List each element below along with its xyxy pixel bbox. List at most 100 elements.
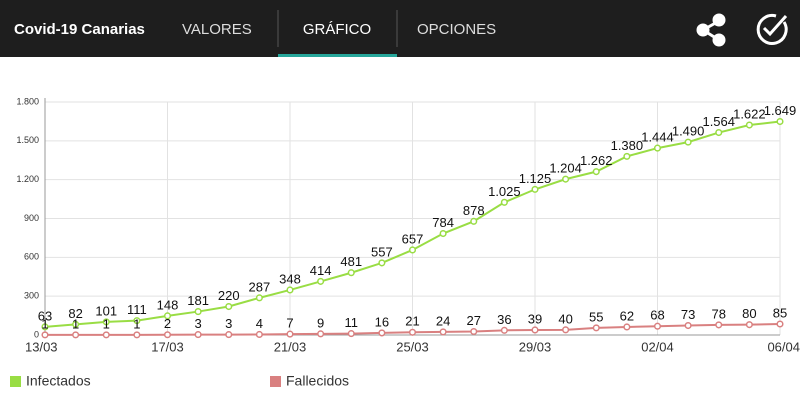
data-point xyxy=(623,152,631,160)
app-title: Covid-19 Canarias xyxy=(14,21,145,38)
tab[interactable]: OPCIONES xyxy=(417,21,496,38)
data-label: 40 xyxy=(558,311,572,326)
legend-label: Infectados xyxy=(26,373,91,389)
data-label: 1.204 xyxy=(549,161,582,176)
data-point xyxy=(225,331,233,339)
data-point xyxy=(562,175,570,183)
data-label: 3 xyxy=(225,316,232,331)
data-point xyxy=(72,331,80,339)
data-label: 1 xyxy=(72,316,79,331)
x-tick-label: 25/03 xyxy=(396,339,429,354)
data-label: 348 xyxy=(279,271,301,286)
data-label: 878 xyxy=(463,203,485,218)
data-point xyxy=(317,277,325,285)
data-label: 4 xyxy=(256,316,263,331)
data-point xyxy=(531,185,539,193)
legend-swatch xyxy=(10,376,21,387)
data-point xyxy=(163,312,172,320)
data-point xyxy=(592,324,600,332)
data-label: 557 xyxy=(371,244,393,259)
data-point xyxy=(745,121,753,129)
x-tick-label: 06/04 xyxy=(767,339,800,354)
data-point xyxy=(102,331,110,339)
y-tick-label: 300 xyxy=(24,291,39,301)
y-tick-label: 900 xyxy=(24,213,39,223)
data-point xyxy=(347,330,355,338)
y-tick-label: 1.500 xyxy=(16,135,39,145)
data-label: 414 xyxy=(310,263,332,278)
data-point xyxy=(653,322,662,330)
data-point xyxy=(715,128,723,137)
data-label: 78 xyxy=(712,306,726,321)
data-point xyxy=(439,328,447,336)
data-label: 1 xyxy=(133,316,140,331)
data-label: 181 xyxy=(187,293,209,308)
data-label: 85 xyxy=(773,305,787,320)
legend-label: Fallecidos xyxy=(286,373,349,389)
data-label: 9 xyxy=(317,315,324,330)
data-point xyxy=(317,330,325,338)
data-point xyxy=(255,330,263,339)
x-tick-label: 21/03 xyxy=(274,339,307,354)
data-point xyxy=(684,138,692,146)
data-point xyxy=(776,117,784,126)
data-point xyxy=(623,323,631,331)
tab[interactable]: VALORES xyxy=(182,21,252,38)
data-point xyxy=(41,323,49,331)
data-point xyxy=(408,328,417,336)
data-label: 1.444 xyxy=(641,130,674,145)
data-label: 21 xyxy=(405,314,419,329)
data-point xyxy=(286,330,294,338)
data-label: 2 xyxy=(164,316,171,331)
x-tick-label: 29/03 xyxy=(519,339,552,354)
data-point xyxy=(470,327,478,336)
data-label: 220 xyxy=(218,288,240,303)
data-label: 39 xyxy=(528,311,542,326)
data-point xyxy=(133,331,141,339)
data-point xyxy=(225,302,233,311)
data-point xyxy=(133,317,141,325)
data-label: 101 xyxy=(95,303,117,318)
data-point xyxy=(439,229,447,238)
data-point xyxy=(592,168,600,176)
data-label: 27 xyxy=(467,313,481,328)
data-point xyxy=(500,198,508,206)
data-point xyxy=(531,326,539,334)
legend-swatch xyxy=(270,376,281,387)
data-label: 16 xyxy=(375,314,389,329)
data-point xyxy=(684,322,692,330)
data-label: 36 xyxy=(497,312,511,327)
data-label: 3 xyxy=(195,316,202,331)
data-label: 1.490 xyxy=(672,124,705,139)
data-point xyxy=(745,321,753,329)
data-label: 148 xyxy=(157,297,179,312)
x-tick-label: 17/03 xyxy=(151,339,184,354)
data-point xyxy=(776,320,784,328)
data-label: 11 xyxy=(345,315,359,330)
data-label: 111 xyxy=(127,302,147,317)
data-point xyxy=(163,331,172,339)
app-bar xyxy=(0,0,800,57)
y-tick-label: 1.200 xyxy=(16,174,39,184)
data-point xyxy=(408,246,417,254)
data-label: 287 xyxy=(249,279,271,294)
data-point xyxy=(470,217,478,225)
data-label: 55 xyxy=(589,309,603,324)
tab-indicator xyxy=(278,54,397,57)
data-point xyxy=(378,259,386,267)
data-label: 24 xyxy=(436,313,450,328)
data-label: 1.649 xyxy=(764,103,797,118)
data-point xyxy=(378,329,386,337)
data-label: 1.622 xyxy=(733,106,766,121)
data-label: 1 xyxy=(41,316,48,331)
data-point xyxy=(715,321,723,329)
data-point xyxy=(194,308,202,316)
data-label: 784 xyxy=(432,215,454,230)
data-point xyxy=(347,269,355,277)
data-label: 1.564 xyxy=(702,114,735,129)
share-icon[interactable] xyxy=(696,13,726,47)
tab-selected[interactable]: GRÁFICO xyxy=(303,21,371,38)
check-icon[interactable] xyxy=(756,13,788,45)
data-label: 82 xyxy=(68,306,82,321)
